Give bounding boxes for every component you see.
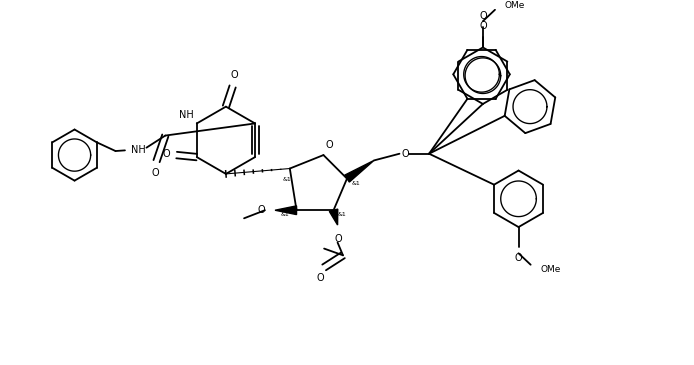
Text: O: O: [402, 149, 409, 159]
Text: &1: &1: [337, 212, 346, 217]
Polygon shape: [275, 206, 296, 215]
Text: &1: &1: [282, 177, 291, 182]
Text: NH: NH: [131, 145, 146, 155]
Text: O: O: [163, 149, 171, 159]
Text: O: O: [515, 253, 523, 263]
Text: O: O: [151, 168, 159, 178]
Polygon shape: [330, 209, 338, 225]
Polygon shape: [345, 161, 374, 182]
Text: O: O: [335, 234, 342, 245]
Text: OMe: OMe: [505, 1, 525, 9]
Text: O: O: [479, 21, 486, 31]
Text: O: O: [257, 205, 265, 215]
Text: O: O: [479, 11, 486, 21]
Text: O: O: [317, 273, 325, 284]
Text: &1: &1: [281, 212, 290, 217]
Text: NH: NH: [179, 110, 194, 120]
Text: OMe: OMe: [540, 265, 561, 274]
Text: O: O: [325, 140, 333, 150]
Text: &1: &1: [352, 181, 360, 186]
Text: O: O: [230, 70, 238, 80]
